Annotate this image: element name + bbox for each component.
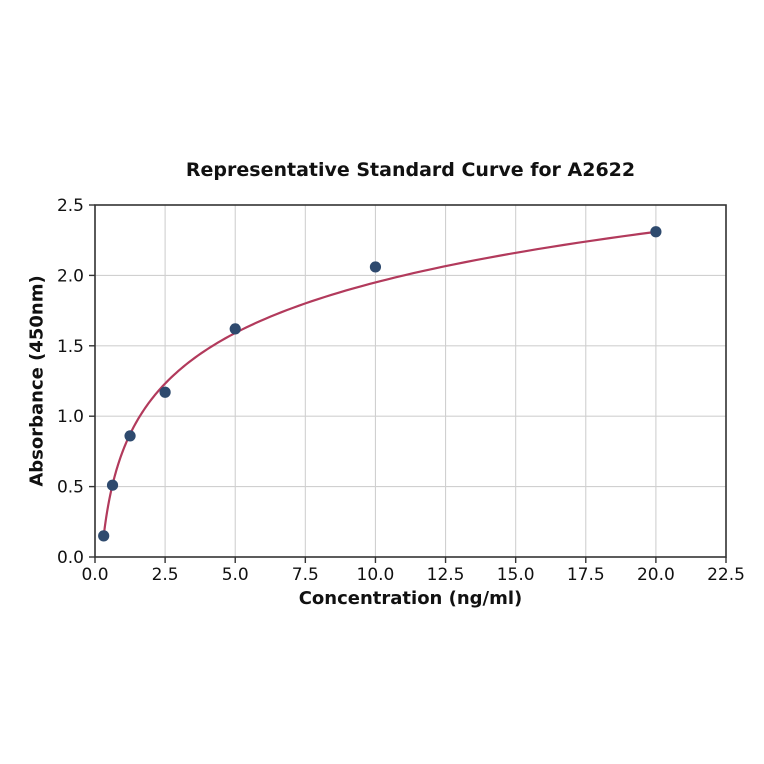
y-tick-label: 2.0: [57, 266, 84, 286]
y-tick-label: 2.5: [57, 196, 84, 216]
y-tick-label: 1.5: [57, 337, 84, 357]
data-point: [369, 261, 382, 273]
data-point: [650, 226, 662, 238]
x-tick-label: 2.5: [152, 565, 179, 585]
x-tick-label: 7.5: [292, 565, 319, 585]
data-point: [159, 386, 171, 398]
y-tick-label: 1.0: [57, 407, 84, 427]
x-tick-label: 5.0: [222, 565, 249, 585]
x-tick-label: 0.0: [81, 565, 108, 585]
y-tick-label: 0.0: [57, 548, 84, 568]
data-point: [229, 323, 241, 335]
x-tick-label: 15.0: [497, 565, 535, 585]
x-tick-label: 12.5: [427, 565, 465, 585]
axes-spines: [94, 204, 727, 558]
y-tick-label: 0.5: [57, 478, 84, 498]
data-point: [106, 479, 119, 491]
x-axis-label: Concentration (ng/ml): [298, 588, 523, 609]
chart-title: Representative Standard Curve for A2622: [185, 159, 636, 181]
x-tick-label: 17.5: [567, 565, 605, 585]
x-tick-label: 10.0: [357, 565, 395, 585]
data-point: [124, 430, 136, 442]
data-point: [98, 530, 110, 542]
fit-curve-line: [102, 230, 657, 537]
x-tick-label: 20.0: [637, 565, 675, 585]
x-tick-label: 22.5: [707, 565, 745, 585]
